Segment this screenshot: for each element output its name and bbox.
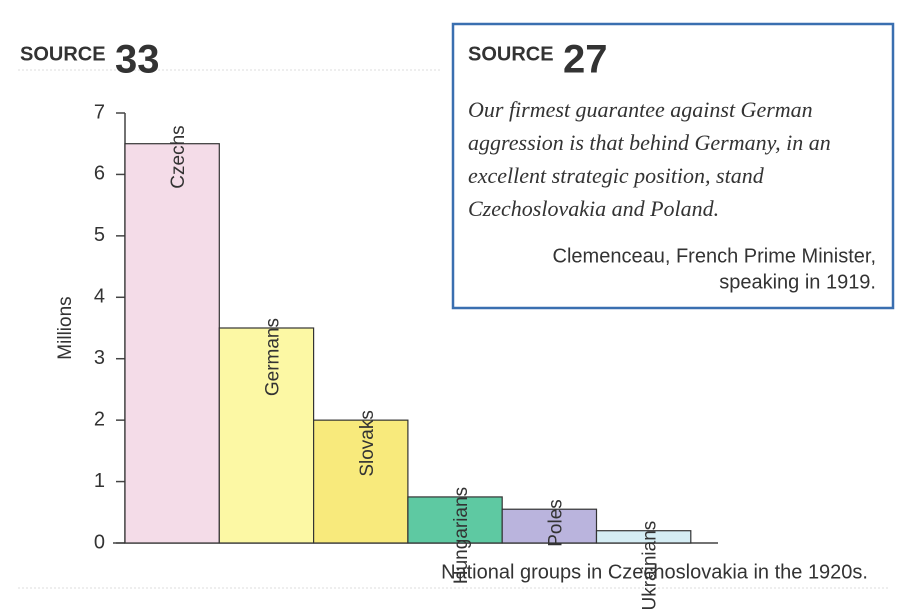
source-label: SOURCE — [20, 43, 106, 65]
box-number: 27 — [563, 38, 608, 82]
category-label: Ukrainians — [640, 521, 661, 610]
caption: National groups in Czechoslovakia in the… — [441, 561, 868, 583]
quote-line: Czechoslovakia and Poland. — [468, 196, 719, 221]
y-tick-label: 0 — [94, 531, 105, 553]
quote-line: excellent strategic position, stand — [468, 163, 765, 188]
y-tick-label: 2 — [94, 408, 105, 430]
quote-line: aggression is that behind Germany, in an — [468, 130, 831, 155]
y-tick-label: 7 — [94, 101, 105, 123]
bar — [124, 143, 220, 544]
y-tick-label: 6 — [94, 163, 105, 185]
source-number: 33 — [115, 38, 160, 82]
bar — [218, 327, 315, 544]
y-tick-label: 4 — [94, 286, 105, 308]
attribution-line: speaking in 1919. — [719, 271, 876, 293]
y-tick-label: 5 — [94, 224, 105, 246]
source-box — [451, 22, 895, 310]
y-tick-label: 1 — [94, 470, 105, 492]
box-label: SOURCE — [468, 43, 554, 65]
category-label: Czechs — [168, 125, 189, 188]
category-label: Germans — [262, 318, 283, 396]
y-axis-label: Millions — [55, 296, 76, 359]
y-tick-label: 3 — [94, 347, 105, 369]
category-label: Slovaks — [357, 410, 378, 477]
category-label: Poles — [545, 499, 566, 547]
bar — [313, 419, 409, 544]
bar — [407, 496, 503, 544]
quote-line: Our firmest guarantee against German — [468, 97, 813, 122]
bar — [501, 508, 598, 544]
quote: Our firmest guarantee against German aggr… — [468, 97, 876, 293]
category-label: Hungarians — [451, 487, 472, 584]
attribution-line: Clemenceau, French Prime Minister, — [553, 245, 876, 267]
bar — [595, 530, 692, 544]
